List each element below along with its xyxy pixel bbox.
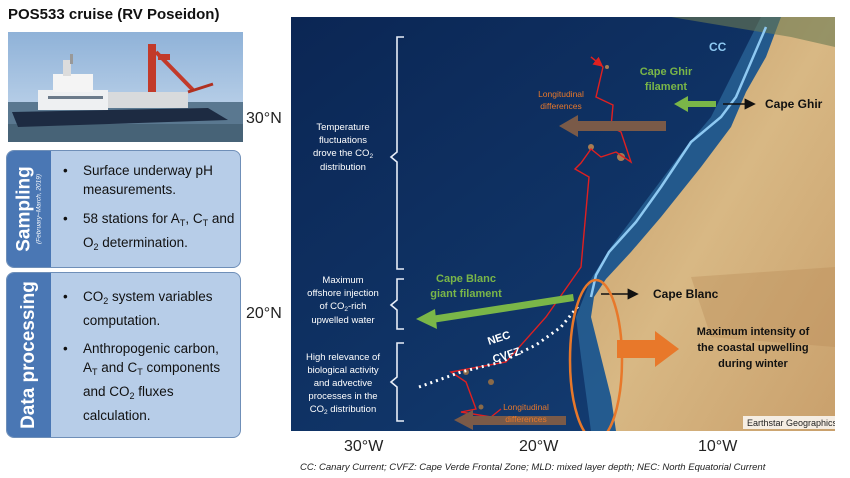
cvfz-front-line <box>418 304 581 389</box>
svg-text:processes in the: processes in the <box>308 391 377 402</box>
svg-text:Maximum intensity of: Maximum intensity of <box>697 326 810 338</box>
svg-text:upwelled water: upwelled water <box>311 315 374 326</box>
svg-text:differences: differences <box>505 414 546 424</box>
svg-text:fluctuations: fluctuations <box>319 135 367 146</box>
longitudinal-arrow-bottom <box>454 410 566 430</box>
cape-ghir-filament-label: Cape Ghir filament <box>640 66 693 93</box>
sampling-dates: (February–March, 2019) <box>35 173 43 245</box>
svg-text:of CO2-rich: of CO2-rich <box>320 301 367 313</box>
attribution: Earthstar Geographics <box>747 418 835 428</box>
svg-text:Longitudinal: Longitudinal <box>538 89 584 99</box>
processing-label: Data processing <box>18 281 39 429</box>
processing-bullet-2: • Anthropogenic carbon, AT and CT compon… <box>63 341 221 423</box>
sampling-tab: Sampling (February–March, 2019) <box>7 151 51 267</box>
svg-text:Cape Blanc: Cape Blanc <box>436 273 496 285</box>
processing-panel: Data processing • CO2 system variables c… <box>6 272 241 438</box>
sampling-label: Sampling <box>13 166 35 252</box>
temp-fluct-annotation: Temperature fluctuations drove the CO2 d… <box>313 122 374 173</box>
svg-text:and advective: and advective <box>314 378 373 389</box>
cape-ghir-filament-arrow <box>674 96 716 112</box>
svg-text:biological activity: biological activity <box>307 365 379 376</box>
svg-text:distribution: distribution <box>320 162 366 173</box>
lat-label-20n: 20°N <box>246 305 282 322</box>
lon-label-30w: 30°W <box>344 438 384 455</box>
sampling-bullet-2: • 58 stations for AT, CT and O2 determin… <box>63 211 235 252</box>
upwelling-arrow <box>617 331 679 367</box>
longitudinal-arrow-top <box>559 115 666 137</box>
svg-text:filament: filament <box>645 81 688 93</box>
longitudinal-label-top: Longitudinal differences <box>538 89 584 111</box>
cape-ghir-label: Cape Ghir <box>765 97 823 111</box>
svg-text:CO2 distribution: CO2 distribution <box>310 404 376 416</box>
svg-text:differences: differences <box>540 101 581 111</box>
processing-bullet-1: • CO2 system variables computation. <box>63 289 213 328</box>
cape-blanc-label: Cape Blanc <box>653 287 719 301</box>
upwelling-label: Maximum intensity of the coastal upwelli… <box>697 326 810 370</box>
sampling-panel: Sampling (February–March, 2019) • Surfac… <box>6 150 241 268</box>
svg-text:Longitudinal: Longitudinal <box>503 402 549 412</box>
svg-text:drove the CO2: drove the CO2 <box>313 148 374 160</box>
svg-text:High relevance of: High relevance of <box>306 352 380 363</box>
bracket-middle <box>389 278 404 330</box>
bracket-south <box>389 342 404 422</box>
sampling-bullet-1: • Surface underway pH measurements. <box>63 163 213 197</box>
svg-text:giant filament: giant filament <box>430 288 502 300</box>
cruise-track <box>449 56 633 418</box>
africa-landmass <box>591 17 835 431</box>
max-offshore-annotation: Maximum offshore injection of CO2-rich u… <box>307 275 379 326</box>
cc-label: CC <box>709 40 727 54</box>
caption: CC: Canary Current; CVFZ: Cape Verde Fro… <box>300 462 766 473</box>
svg-text:the coastal upwelling: the coastal upwelling <box>697 342 808 354</box>
lon-label-20w: 20°W <box>519 438 559 455</box>
cape-blanc-filament-arrow <box>416 294 574 329</box>
upwelling-ellipse <box>568 278 624 431</box>
bracket-north <box>389 36 404 270</box>
high-relevance-annotation: High relevance of biological activity an… <box>306 352 380 416</box>
page-title: POS533 cruise (RV Poseidon) <box>8 6 220 23</box>
cape-blanc-filament-label: Cape Blanc giant filament <box>430 273 502 300</box>
svg-text:Maximum: Maximum <box>322 275 363 286</box>
svg-text:Temperature: Temperature <box>316 122 369 133</box>
svg-text:during winter: during winter <box>718 358 788 370</box>
longitudinal-label-bottom: Longitudinal differences <box>503 402 549 424</box>
svg-text:offshore injection: offshore injection <box>307 288 379 299</box>
svg-text:Cape Ghir: Cape Ghir <box>640 66 693 78</box>
ship-photo <box>8 32 243 142</box>
lon-label-10w: 10°W <box>698 438 738 455</box>
map: CC Temperature fluctuations drove the CO… <box>291 17 835 431</box>
lat-label-30n: 30°N <box>246 110 282 127</box>
processing-tab: Data processing <box>7 273 51 437</box>
